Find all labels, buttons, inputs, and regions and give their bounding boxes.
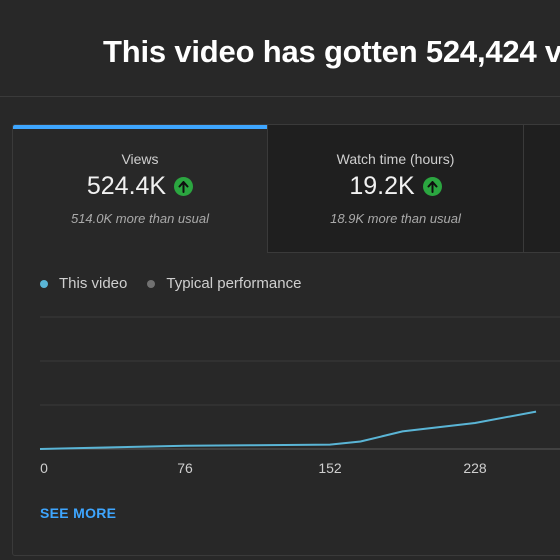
x-tick-label: 0 xyxy=(40,460,48,476)
analytics-card: Views 524.4K 514.0K more than usual Watc… xyxy=(12,124,560,556)
tab-views-label: Views xyxy=(121,151,159,167)
x-tick-label: 76 xyxy=(177,460,193,476)
series-line-this-video xyxy=(39,410,537,450)
tab-watch-time[interactable]: Watch time (hours) 19.2K 18.9K more than… xyxy=(267,125,523,253)
legend-dot-icon xyxy=(40,279,48,288)
views-line-chart: 0 76 152 228 xyxy=(39,316,560,476)
tab-views-comparison: 514.0K more than usual xyxy=(70,211,210,226)
x-tick-label: 228 xyxy=(463,460,487,476)
legend-this-video[interactable]: This video xyxy=(40,275,127,292)
arrow-up-icon xyxy=(422,177,442,196)
see-more-link[interactable]: SEE MORE xyxy=(40,505,117,521)
legend-typical-label: Typical performance xyxy=(166,275,302,292)
tab-next-metric[interactable] xyxy=(523,125,560,253)
x-tick-label: 152 xyxy=(318,460,342,476)
tab-watch-time-comparison: 18.9K more than usual xyxy=(330,211,461,226)
tab-watch-time-label: Watch time (hours) xyxy=(336,151,455,167)
arrow-up-icon xyxy=(174,177,194,196)
legend-dot-icon xyxy=(147,279,156,288)
metric-tabs: Views 524.4K 514.0K more than usual Watc… xyxy=(13,125,560,253)
tabs-divider xyxy=(267,252,560,253)
chart-legend: This video Typical performance xyxy=(40,275,321,292)
legend-typical[interactable]: Typical performance xyxy=(147,275,301,292)
tab-views-value: 524.4K xyxy=(86,172,167,200)
tab-views[interactable]: Views 524.4K 514.0K more than usual xyxy=(13,125,267,253)
page-headline: This video has gotten 524,424 vi xyxy=(103,34,560,69)
legend-this-video-label: This video xyxy=(59,275,128,292)
tab-watch-time-value: 19.2K xyxy=(349,172,415,200)
header-divider xyxy=(0,96,560,97)
